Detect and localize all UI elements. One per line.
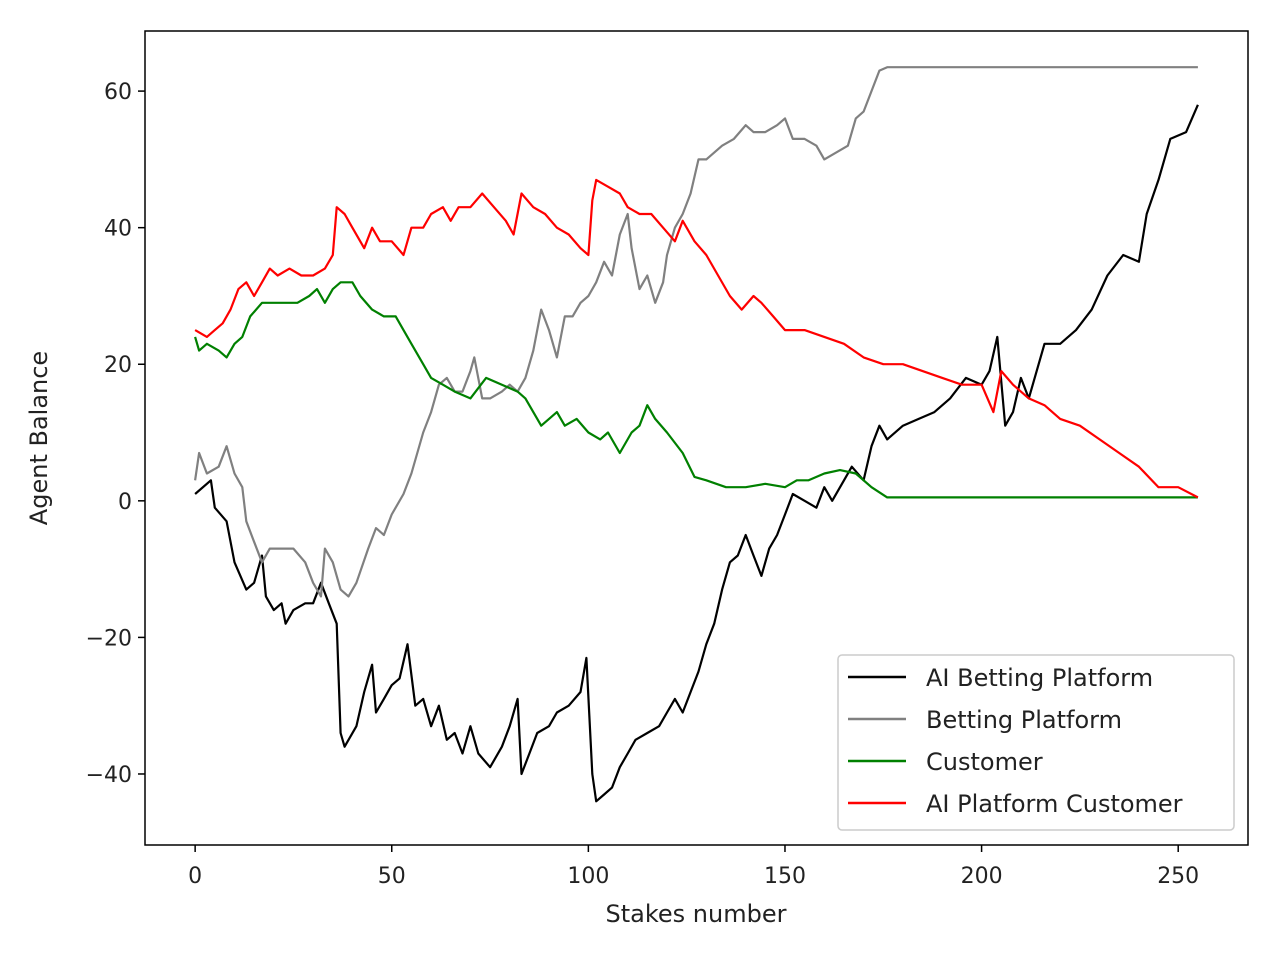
legend-box [837,654,1235,831]
y-tick-label: 40 [104,217,132,242]
x-tick-label: 250 [1157,864,1199,889]
y-tick-label: 60 [104,80,132,105]
plot-frame [144,30,1249,846]
legend-entry: Betting Platform [926,706,1122,734]
y-tick-label: −40 [86,763,132,788]
legend: AI Betting Platform Betting Platform Custo… [837,654,1235,831]
axis-ticks: 0 50 100 150 200 250 −40 −20 0 20 40 60 [86,80,1200,889]
legend-entry: AI Platform Customer [926,790,1183,818]
y-tick-label: 0 [118,490,132,515]
x-tick-label: 150 [764,864,806,889]
x-tick-label: 100 [567,864,609,889]
y-tick-label: −20 [86,626,132,651]
legend-entry: AI Betting Platform [926,664,1153,692]
y-tick-label: 20 [104,353,132,378]
x-tick-label: 0 [188,864,202,889]
legend-entry: Customer [926,748,1043,776]
x-axis-label: Stakes number [606,900,787,928]
series-line-betting-platform [194,66,1198,598]
series-layer [194,66,1199,803]
y-axis-label: Agent Balance [25,351,53,525]
series-line-customer [194,281,1198,499]
x-tick-label: 50 [378,864,406,889]
series-line-ai-platform-customer [194,178,1199,499]
x-tick-label: 200 [961,864,1003,889]
